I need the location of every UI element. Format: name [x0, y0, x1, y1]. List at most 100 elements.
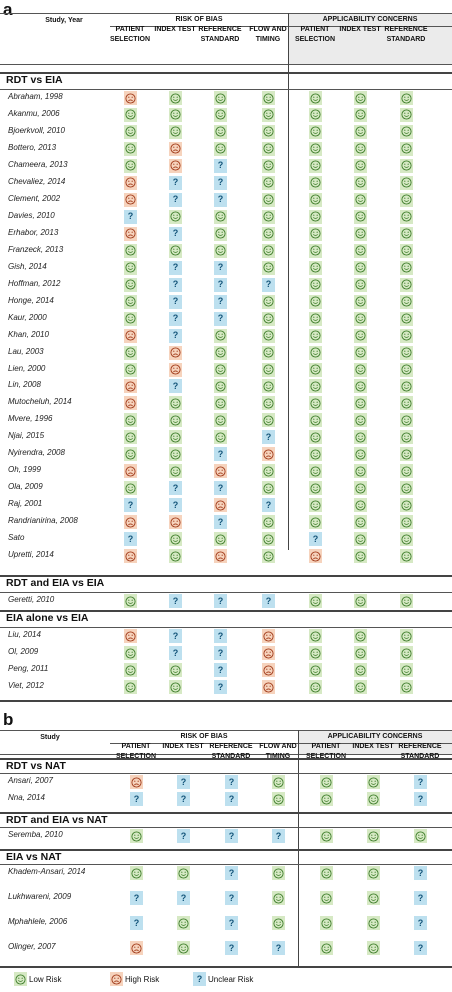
question-mark-icon: ? [172, 279, 179, 290]
panel-b-column-header: FLOW AND TIMING [259, 743, 297, 760]
smiley-icon [263, 126, 274, 137]
unclear-risk-cell: ? [262, 498, 275, 513]
low-risk-cell [124, 447, 137, 462]
smiley-icon [355, 313, 366, 324]
smiley-icon [263, 398, 274, 409]
low-risk-cell [400, 379, 413, 394]
low-risk-cell [309, 362, 322, 377]
low-risk-cell [124, 141, 137, 156]
question-mark-icon: ? [228, 830, 235, 841]
low-risk-cell [400, 311, 413, 326]
smiley-icon [263, 364, 274, 375]
question-mark-icon: ? [228, 892, 235, 903]
question-mark-icon: ? [196, 973, 203, 984]
low-risk-cell [130, 829, 143, 843]
low-risk-cell [367, 891, 380, 905]
unclear-risk-cell: ? [414, 916, 427, 930]
question-mark-icon: ? [172, 194, 179, 205]
low-risk-cell [309, 158, 322, 173]
low-risk-cell [400, 594, 413, 609]
low-risk-cell [214, 243, 227, 258]
question-mark-icon: ? [228, 942, 235, 953]
question-mark-icon: ? [180, 830, 187, 841]
question-mark-icon: ? [217, 482, 224, 493]
low-risk-cell [124, 124, 137, 139]
low-risk-cell [262, 396, 275, 411]
smiley-icon [263, 466, 274, 477]
low-risk-cell [400, 175, 413, 190]
low-risk-cell [354, 379, 367, 394]
low-risk-cell [400, 549, 413, 564]
low-risk-cell [354, 680, 367, 695]
smiley-icon [125, 681, 136, 693]
frown-icon [170, 364, 181, 375]
study-name: Hoffman, 2012 [8, 278, 61, 288]
smiley-icon [273, 867, 284, 879]
smiley-icon [401, 347, 412, 358]
legend-high-icon [110, 972, 123, 986]
study-name: Nna, 2014 [8, 793, 45, 802]
study-name: Peng, 2011 [8, 664, 49, 674]
unclear-risk-cell: ? [169, 175, 182, 190]
smiley-icon [355, 681, 366, 693]
frown-icon [125, 517, 136, 528]
panel-a-section-title-rule [0, 89, 452, 90]
smiley-icon [125, 648, 136, 659]
low-risk-cell [169, 430, 182, 445]
low-risk-cell [262, 328, 275, 343]
low-risk-cell [169, 464, 182, 479]
panel-a-top-rule [0, 13, 452, 14]
low-risk-cell [400, 107, 413, 122]
low-risk-cell [354, 311, 367, 326]
high-risk-cell [124, 629, 137, 644]
question-mark-icon: ? [127, 499, 134, 510]
panel-b-section-title: RDT vs NAT [6, 760, 66, 772]
smiley-icon [263, 347, 274, 358]
low-risk-cell [354, 328, 367, 343]
low-risk-cell [414, 829, 427, 843]
frown-icon [125, 551, 136, 562]
low-risk-cell [309, 594, 322, 609]
low-risk-cell [214, 226, 227, 241]
low-risk-cell [309, 680, 322, 695]
high-risk-cell [124, 549, 137, 564]
low-risk-cell [262, 481, 275, 496]
low-risk-cell [309, 243, 322, 258]
smiley-icon [355, 517, 366, 528]
study-name: Mutocheluh, 2014 [8, 397, 72, 407]
smiley-icon [355, 432, 366, 443]
smiley-icon [263, 262, 274, 273]
smiley-icon [355, 449, 366, 460]
low-risk-cell [309, 663, 322, 678]
smiley-icon [401, 211, 412, 222]
low-risk-cell [354, 192, 367, 207]
study-name: Bjoerkvoll, 2010 [8, 125, 65, 135]
panel-b-applicability-header-bg [298, 730, 452, 754]
high-risk-cell [169, 141, 182, 156]
smiley-icon [125, 483, 136, 494]
smiley-icon [321, 776, 332, 788]
unclear-risk-cell: ? [262, 594, 275, 609]
smiley-icon [401, 160, 412, 171]
panel-b-group-rule [110, 743, 452, 744]
low-risk-cell [354, 515, 367, 530]
legend-low-icon [14, 972, 27, 986]
smiley-icon [273, 776, 284, 788]
low-risk-cell [262, 260, 275, 275]
low-risk-cell [124, 413, 137, 428]
legend-unclear-icon: ? [193, 972, 206, 986]
smiley-icon [401, 631, 412, 642]
smiley-icon [263, 143, 274, 154]
smiley-icon [263, 415, 274, 426]
unclear-risk-cell: ? [177, 792, 190, 806]
question-mark-icon: ? [217, 194, 224, 205]
smiley-icon [355, 143, 366, 154]
question-mark-icon: ? [133, 892, 140, 903]
unclear-risk-cell: ? [225, 792, 238, 806]
low-risk-cell [400, 260, 413, 275]
smiley-icon [131, 830, 142, 842]
smiley-icon [355, 92, 366, 104]
low-risk-cell [169, 447, 182, 462]
unclear-risk-cell: ? [214, 447, 227, 462]
smiley-icon [310, 126, 321, 137]
